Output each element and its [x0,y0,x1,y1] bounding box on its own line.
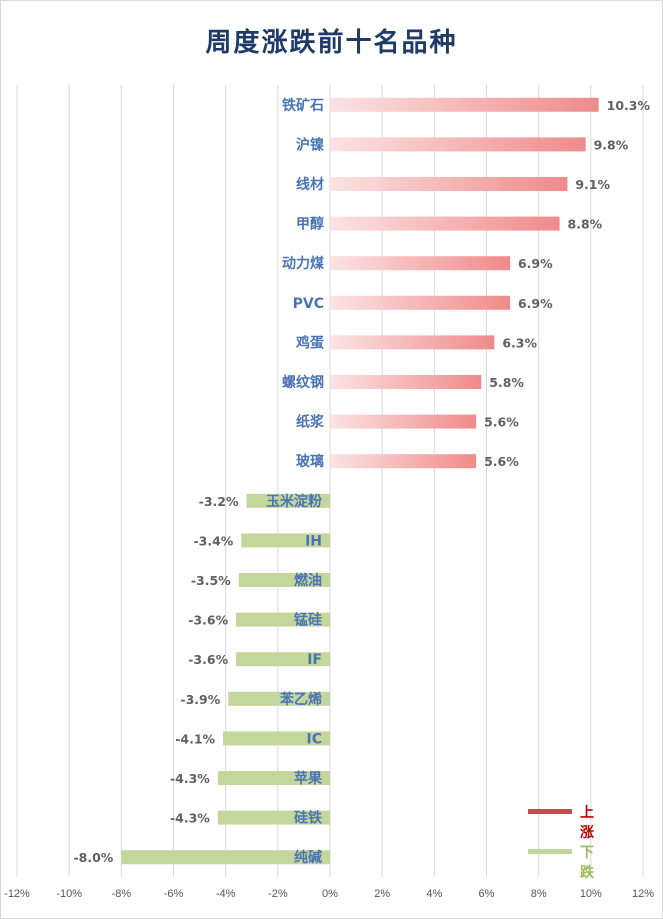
bar [330,177,568,191]
category-label: 铁矿石 [282,97,324,114]
x-tick-label: -6% [164,888,184,900]
data-label: 10.3% [607,98,651,113]
category-label: 苯乙烯 [279,691,322,708]
category-label: 动力煤 [282,255,325,272]
chart-title: 周度涨跌前十名品种 [205,28,458,58]
bar [236,652,330,667]
category-label: 甲醇 [296,216,324,233]
category-label: 纯碱 [294,849,322,866]
bar [228,691,330,706]
data-label: -4.3% [170,811,210,826]
data-label: 8.8% [568,217,603,232]
legend-label-up: 上涨 [580,805,594,841]
x-tick-label: -10% [56,888,82,900]
bar [330,97,599,112]
x-tick-label: 6% [479,888,495,900]
data-label: 9.8% [594,137,629,152]
category-label: 沪镍 [296,136,324,153]
category-label: 鸡蛋 [295,334,324,351]
x-tick-label: -8% [112,888,132,900]
bar [217,810,330,825]
data-label: -3.4% [193,533,233,548]
category-label: 硅铁 [294,810,322,827]
category-label: IF [307,652,322,668]
data-label: -3.6% [188,613,228,628]
category-label: 玻璃 [296,453,324,470]
bar [121,850,330,865]
bar [223,731,330,746]
category-label: 锰硅 [294,612,322,629]
category-label: 纸浆 [296,414,325,431]
data-label: -3.6% [188,652,228,667]
bar [217,771,330,785]
data-label: -3.9% [180,692,220,707]
data-label: 9.1% [575,177,610,192]
data-label: -3.2% [199,494,239,509]
x-tick-label: -12% [4,888,30,900]
category-label: 螺纹钢 [282,374,324,391]
x-tick-label: -4% [216,888,236,900]
x-tick-label: 8% [531,888,547,900]
x-tick-label: -2% [268,888,288,900]
data-label: -3.5% [191,573,231,588]
data-label: -4.1% [175,731,215,746]
category-label: PVC [293,296,324,312]
bar [330,414,477,429]
bar [330,256,510,271]
bar [241,533,330,548]
bar [330,454,477,469]
data-label: 6.3% [502,335,537,350]
x-tick-label: 0% [322,888,338,900]
bar [246,493,330,508]
x-tick-label: 10% [580,888,602,900]
bar [236,612,330,627]
x-tick-label: 4% [426,888,442,900]
legend-swatch-down [528,849,572,854]
bar [330,137,586,152]
category-label: 苹果 [294,770,323,787]
category-label: IC [307,731,322,747]
category-label: IH [305,533,322,549]
grid-lines [16,85,644,877]
data-label: 6.9% [518,296,553,311]
data-label: -8.0% [73,850,113,865]
x-tick-label: 12% [632,888,654,900]
x-axis-ticks: -12% -10% -8% -6% -4% -2% 0% 2% 4% 6% 8% 10% 12% [4,888,654,900]
data-label: 6.9% [518,256,553,271]
bar [330,295,510,310]
bars [121,97,599,865]
labels: 铁矿石 10.3% 沪镍 9.8% 线材 9.1% 甲醇 8.8% 动力煤 6.9% PVC 6.9%… [73,97,650,866]
bar [238,573,330,587]
data-label: 5.8% [489,375,524,390]
bar [330,216,560,231]
category-label: 玉米淀粉 [266,493,322,510]
legend-swatch-up [528,809,572,814]
data-label: 5.6% [484,415,519,430]
category-label: 线材 [296,176,324,193]
bar [330,375,482,389]
x-tick-label: 2% [374,888,390,900]
category-label: 燃油 [294,572,322,589]
legend-label-down: 下跌 [580,845,594,881]
data-label: -4.3% [170,771,210,786]
bar [330,335,495,350]
data-label: 5.6% [484,454,519,469]
